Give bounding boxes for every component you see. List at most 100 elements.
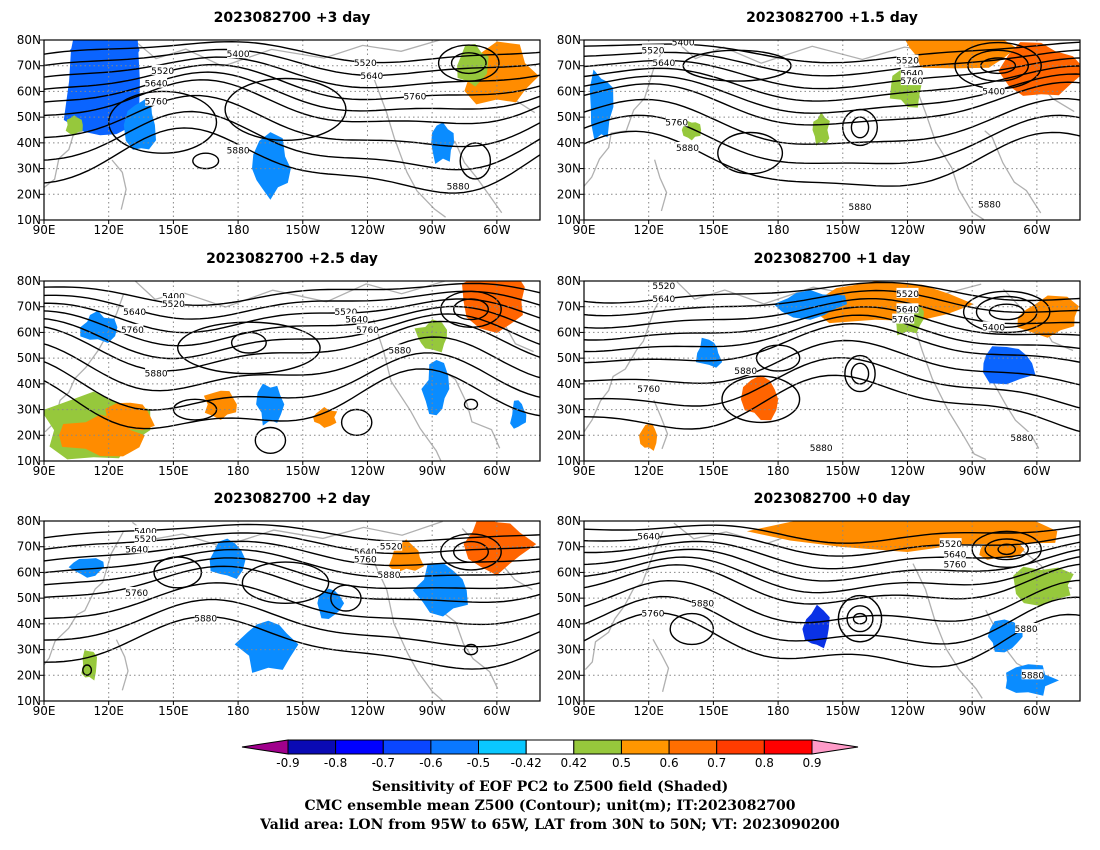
contour-label: 5880 xyxy=(1010,434,1033,444)
colorbar-label: 0.7 xyxy=(707,756,726,770)
contour-label: 5760 xyxy=(943,561,966,571)
lat-tick-label: 10N xyxy=(557,213,581,227)
lon-tick-label: 180 xyxy=(767,704,790,718)
lon-tick-label: 90W xyxy=(419,464,446,478)
contour-label: 5400 xyxy=(134,527,157,537)
lon-tick-label: 120E xyxy=(633,704,664,718)
contour-line xyxy=(44,615,540,670)
lat-tick-label: 60N xyxy=(17,84,41,98)
lon-tick-label: 120E xyxy=(93,464,124,478)
lon-tick-label: 180 xyxy=(227,704,250,718)
lon-tick-label: 60W xyxy=(483,704,510,718)
contour-label-bg xyxy=(162,290,185,301)
contour-line xyxy=(44,110,540,171)
contour-label-bg xyxy=(892,313,915,324)
closed-contour xyxy=(440,290,502,328)
lon-tick-label: 150E xyxy=(158,464,189,478)
gridlines xyxy=(44,521,540,701)
contour-label-bg xyxy=(896,54,919,65)
lon-tick-label: 120W xyxy=(350,223,385,237)
map-panels: 2023082700 +3 day54005520564057605520564… xyxy=(17,10,1081,718)
lat-tick-label: 30N xyxy=(17,403,41,417)
colorbar-label: -0.9 xyxy=(276,756,299,770)
contour-label-bg xyxy=(939,538,962,549)
contour-label: 5520 xyxy=(642,46,665,56)
sensitivity-patch xyxy=(510,400,527,429)
contour-line xyxy=(44,336,540,392)
contour-line xyxy=(44,56,540,89)
contour-label: 5640 xyxy=(637,532,660,542)
closed-contour xyxy=(962,290,1051,334)
closed-contour xyxy=(82,664,93,676)
lat-tick-label: 70N xyxy=(17,540,41,554)
lat-tick-label: 10N xyxy=(17,213,41,227)
contour-label-bg xyxy=(652,281,675,291)
contour-label-bg xyxy=(388,344,411,355)
contour-line xyxy=(584,98,1080,145)
contour-label-bg xyxy=(354,57,377,68)
colorbar-box xyxy=(763,739,813,755)
contour-label: 5760 xyxy=(637,385,660,395)
sensitivity-patch xyxy=(788,281,974,324)
contour-label-bg xyxy=(380,540,403,551)
sensitivity-patch xyxy=(589,69,614,140)
axis-ticks: 90E 120E 150E 180 150W 120W 90W 60W 10N 20N 30N 40N… xyxy=(17,33,511,237)
lon-tick-label: 90E xyxy=(573,704,596,718)
lon-tick-label: 120W xyxy=(350,704,385,718)
contour-label-bg xyxy=(145,77,168,88)
lat-tick-label: 30N xyxy=(557,162,581,176)
colorbar-label: -0.5 xyxy=(467,756,490,770)
z500-contours xyxy=(44,282,540,454)
axis-ticks: 90E 120E 150E 180 150W 120W 90W 60W 10N 20N 30N 40N… xyxy=(557,33,1051,237)
contour-label-bg xyxy=(354,545,377,556)
lat-tick-label: 30N xyxy=(17,643,41,657)
contour-line xyxy=(44,320,540,372)
panel-p3: 2023082700 +3 day 5400 5520 5640 5760 5520 564… xyxy=(17,10,541,237)
lat-tick-label: 10N xyxy=(557,694,581,708)
z500-contours xyxy=(584,524,1080,668)
sensitivity-patch xyxy=(209,538,246,579)
contour-line xyxy=(584,130,1080,187)
contour-line xyxy=(584,579,1080,624)
lat-tick-label: 20N xyxy=(557,428,581,442)
panel-title: 2023082700 +1 day xyxy=(754,251,911,267)
contour-line xyxy=(44,557,540,590)
contour-label-bg xyxy=(145,367,168,378)
lon-tick-label: 150W xyxy=(825,464,860,478)
colorbar-over-arrow xyxy=(811,739,859,755)
lat-tick-label: 60N xyxy=(17,325,41,339)
contour-label: 5760 xyxy=(665,118,688,128)
lon-tick-label: 180 xyxy=(227,223,250,237)
closed-contour xyxy=(717,131,784,175)
contour-label-bg xyxy=(652,57,675,68)
contour-label: 5880 xyxy=(227,147,250,157)
contour-label-bg xyxy=(637,383,660,393)
closed-contour xyxy=(153,556,203,589)
contour-label: 5520 xyxy=(939,540,962,550)
lon-tick-label: 90W xyxy=(959,223,986,237)
contour-line xyxy=(584,374,1080,433)
lon-tick-label: 60W xyxy=(483,223,510,237)
sensitivity-patch xyxy=(812,112,830,146)
contour-label-bg xyxy=(982,85,1005,96)
contour-label: 5640 xyxy=(652,59,675,69)
contour-label: 5400 xyxy=(672,39,695,49)
gridlines xyxy=(584,521,1080,701)
closed-contour xyxy=(721,375,801,424)
gridlines xyxy=(44,40,540,220)
colorbar-label: 0.6 xyxy=(660,756,679,770)
lon-tick-label: 90E xyxy=(33,223,56,237)
closed-contour xyxy=(844,354,876,393)
contour-label: 5880 xyxy=(378,571,401,581)
sensitivity-patch xyxy=(80,310,118,343)
closed-contour xyxy=(459,142,492,180)
contour-label: 5520 xyxy=(652,282,675,292)
lon-tick-label: 150E xyxy=(698,223,729,237)
contour-label: 5520 xyxy=(896,57,919,67)
colorbar-under-arrow xyxy=(241,739,289,755)
colorbar: -0.9 -0.8 -0.7 -0.6 -0.5 -0.42 0.42 0.5 0.6 0.7 0.… xyxy=(241,739,859,770)
